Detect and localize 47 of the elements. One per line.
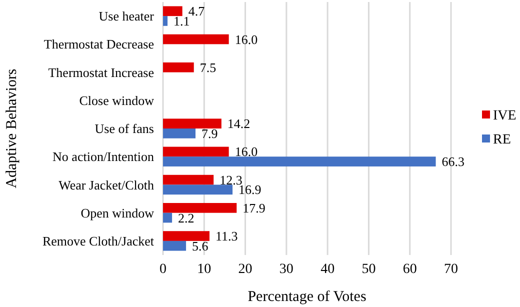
data-label: 7.9 bbox=[202, 126, 218, 141]
data-label: 4.7 bbox=[188, 4, 206, 19]
x-axis-title: Percentage of Votes bbox=[248, 289, 366, 305]
bar bbox=[163, 202, 237, 213]
y-axis-title: Adaptive Behaviors bbox=[4, 68, 20, 188]
y-tick-label: Remove Cloth/Jacket bbox=[42, 233, 154, 248]
data-label: 66.3 bbox=[442, 154, 465, 170]
x-tick-label: 30 bbox=[279, 262, 294, 277]
y-tick-label: Use of fans bbox=[94, 121, 154, 136]
y-tick-label: Close window bbox=[79, 92, 155, 108]
bar bbox=[163, 6, 182, 16]
data-label: 16.0 bbox=[234, 144, 258, 160]
data-label: 2.2 bbox=[178, 210, 194, 226]
y-tick-label: Thermostat Increase bbox=[48, 64, 154, 80]
x-tick-label: 60 bbox=[402, 262, 417, 277]
bar bbox=[163, 184, 233, 195]
data-label: 5.6 bbox=[192, 238, 209, 254]
y-tick-label: Open window bbox=[80, 205, 155, 220]
bar bbox=[163, 156, 436, 166]
bar bbox=[163, 34, 229, 44]
data-label: 14.2 bbox=[227, 116, 250, 132]
bar bbox=[163, 212, 172, 223]
x-tick-label: 10 bbox=[197, 262, 212, 277]
bar bbox=[163, 240, 186, 251]
bar bbox=[163, 231, 210, 241]
bar bbox=[163, 118, 222, 128]
x-tick-label: 20 bbox=[238, 262, 252, 277]
bar bbox=[163, 16, 168, 26]
x-tick-label: 0 bbox=[160, 262, 166, 277]
y-tick-label: No action/Intention bbox=[52, 149, 154, 164]
y-tick-label: Thermostat Decrease bbox=[44, 36, 154, 52]
x-tick-label: 40 bbox=[320, 262, 335, 277]
data-label: 17.9 bbox=[242, 200, 266, 216]
bar bbox=[163, 128, 196, 138]
data-label: 7.5 bbox=[200, 60, 216, 75]
bar bbox=[163, 146, 229, 157]
data-label: 16.0 bbox=[234, 32, 258, 47]
y-tick-label: Wear Jacket/Cloth bbox=[58, 177, 154, 192]
legend-label: RE bbox=[493, 132, 511, 148]
data-label: 11.3 bbox=[215, 228, 238, 244]
x-tick-label: 50 bbox=[362, 262, 376, 277]
x-tick-label: 70 bbox=[444, 262, 458, 277]
bar bbox=[163, 174, 214, 185]
y-tick-label: Use heater bbox=[98, 8, 155, 24]
data-label: 1.1 bbox=[174, 14, 190, 29]
bar bbox=[163, 62, 194, 72]
legend-label: IVE bbox=[493, 108, 516, 124]
